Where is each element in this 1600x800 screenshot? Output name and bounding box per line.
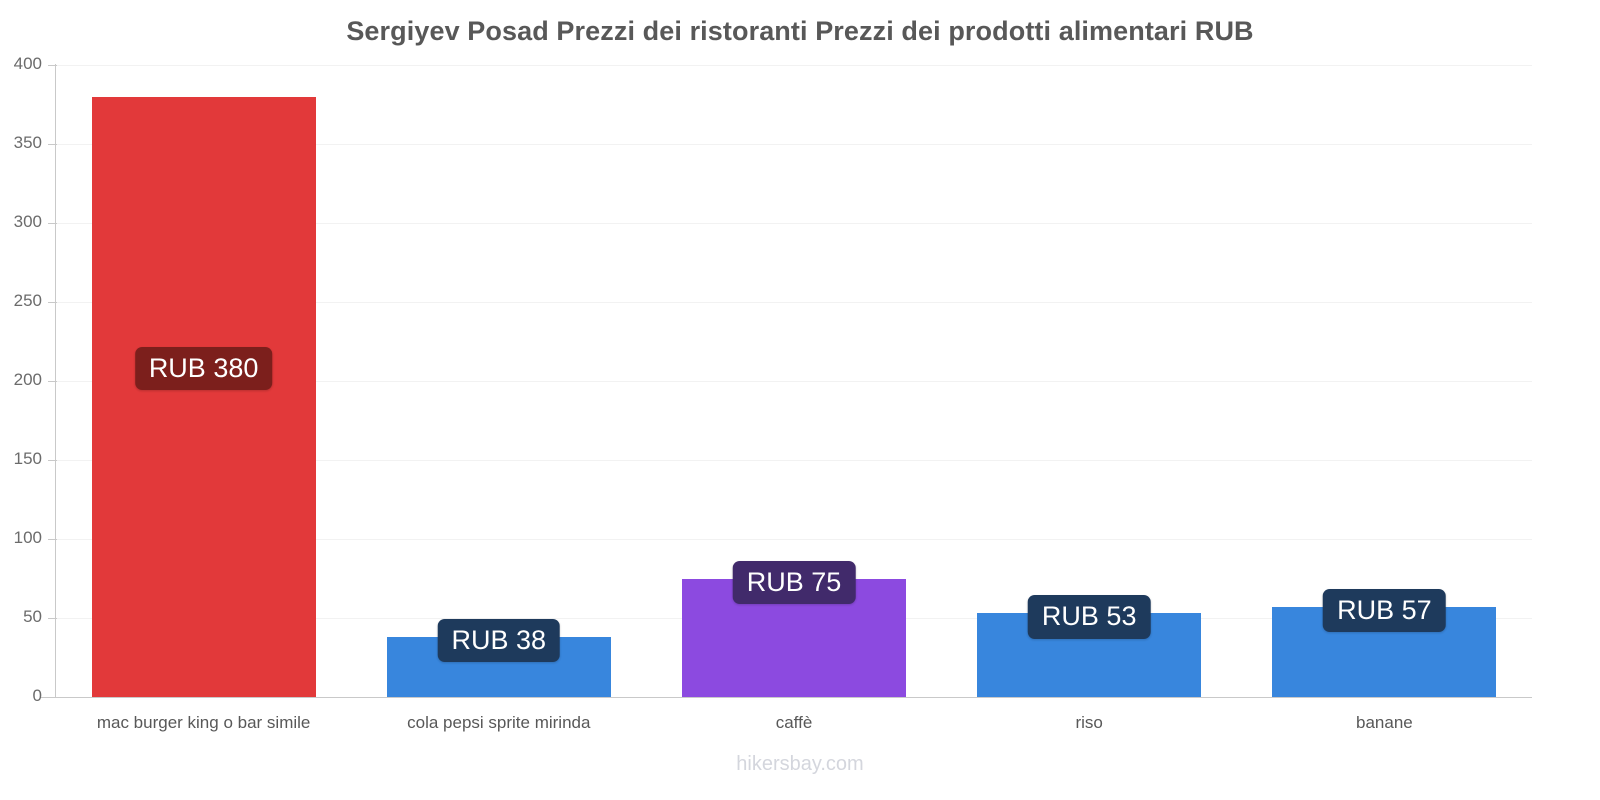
- bar[interactable]: [91, 96, 316, 697]
- x-tick-label: riso: [1075, 713, 1103, 732]
- x-tick-label: caffè: [775, 713, 813, 732]
- gridline: [56, 539, 1532, 540]
- bar-value-label: RUB 53: [1027, 595, 1151, 639]
- y-tick-mark: [48, 144, 57, 145]
- gridline: [56, 460, 1532, 461]
- y-tick-mark: [48, 618, 57, 619]
- bars-container: [56, 65, 1532, 697]
- x-tick-label: banane: [1356, 713, 1413, 732]
- y-tick-label: 300: [13, 212, 42, 231]
- y-tick-mark: [48, 697, 57, 698]
- y-tick-label: 150: [13, 449, 42, 468]
- gridline: [56, 381, 1532, 382]
- y-tick-label: 250: [13, 291, 42, 310]
- bar-value-label: RUB 38: [437, 618, 561, 663]
- y-tick-mark: [48, 460, 57, 461]
- y-tick-mark: [48, 539, 57, 540]
- y-tick-mark: [48, 381, 57, 382]
- y-tick-mark: [48, 302, 57, 303]
- y-tick-label: 0: [32, 686, 42, 705]
- y-tick-label: 50: [23, 607, 42, 626]
- y-tick-label: 100: [13, 528, 42, 547]
- y-tick-mark: [48, 65, 57, 66]
- bar-value-label: RUB 380: [134, 346, 273, 390]
- y-tick-label: 200: [13, 370, 42, 389]
- bar-value-label: RUB 75: [732, 560, 856, 604]
- y-tick-label: 400: [13, 54, 42, 73]
- gridline: [56, 144, 1532, 145]
- y-tick-mark: [48, 223, 57, 224]
- gridline: [56, 223, 1532, 224]
- gridline: [56, 65, 1532, 66]
- gridline: [56, 302, 1532, 303]
- footer-credit: hikersbay.com: [736, 753, 864, 775]
- chart-title: Sergiyev Posad Prezzi dei ristoranti Pre…: [346, 16, 1254, 46]
- bar-value-label: RUB 57: [1323, 588, 1446, 633]
- x-tick-label: cola pepsi sprite mirinda: [407, 713, 591, 732]
- x-tick-label: mac burger king o bar simile: [96, 713, 311, 732]
- x-axis-line: [40, 697, 1532, 698]
- y-tick-label: 350: [13, 133, 42, 152]
